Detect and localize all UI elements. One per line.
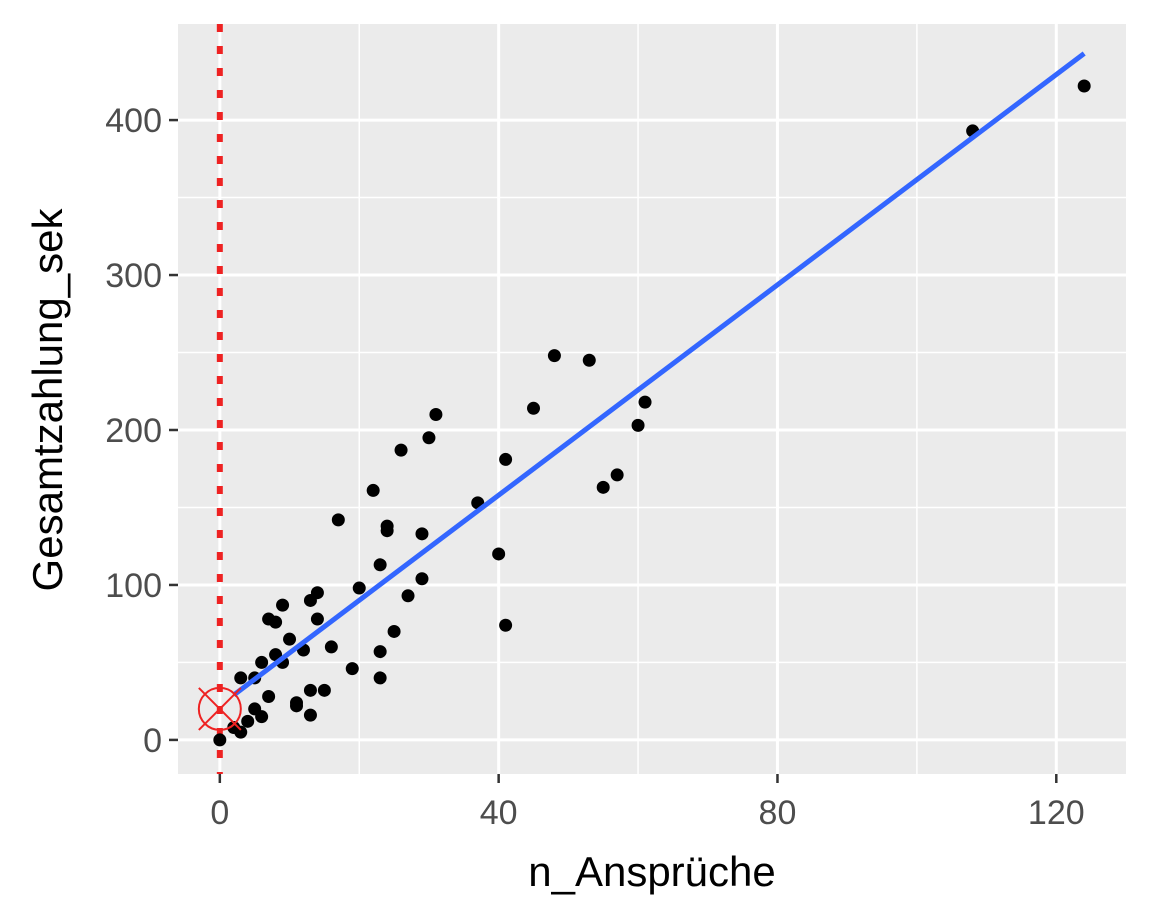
data-point [373,645,387,659]
plot-panel [178,24,1126,774]
data-point [429,407,443,421]
data-point [373,671,387,685]
data-point [373,558,387,572]
data-point [290,696,303,710]
highlight-marker [197,686,242,731]
data-point [547,349,561,363]
x-tick-label: 0 [210,794,229,832]
data-point [1077,79,1091,93]
tick-labels: 0 40 80 120 0 100 200 300 400 [105,102,1084,832]
highlight-circle [197,686,242,731]
data-point [241,714,255,728]
minor-gridlines [178,24,1126,774]
data-point [631,418,645,432]
data-point [269,615,283,629]
data-point [610,468,624,482]
data-point [324,640,338,654]
x-tick-label: 40 [480,794,518,832]
major-gridlines [178,24,1126,774]
data-point [394,443,408,457]
data-point [303,683,317,697]
data-point [415,527,429,541]
regression-line [232,51,1086,697]
data-point [596,480,610,494]
data-point [352,581,366,595]
data-point [387,624,401,638]
data-point [234,671,248,685]
data-point [213,733,227,747]
data-point [310,586,324,600]
highlight-cross [198,687,242,731]
y-tick-label: 300 [105,257,162,295]
y-tick-label: 100 [105,567,162,605]
y-tick-label: 0 [143,722,162,760]
data-point [317,683,331,697]
data-point [366,483,380,497]
data-point [310,612,324,626]
y-axis-title: Gesamtzahlung_sek [24,208,71,592]
data-point [255,710,269,724]
data-point [422,431,436,445]
data-point [255,655,269,669]
data-point [499,618,513,632]
data-point [638,395,652,409]
data-point [262,690,276,704]
data-point [331,513,345,527]
data-point [527,401,540,415]
x-tick-label: 80 [759,794,797,832]
y-tick-label: 200 [105,412,162,450]
data-point [303,708,317,722]
data-point [283,632,297,646]
data-point [582,353,596,367]
fit-line-layer [232,51,1086,697]
data-point [401,589,415,603]
data-point [499,452,513,466]
x-axis-title: n_Ansprüche [528,848,776,895]
data-point [415,572,429,586]
y-tick-label: 400 [105,102,162,140]
data-point [276,598,290,612]
axis-ticks [169,118,1058,783]
data-point [234,725,248,739]
data-point [492,547,506,561]
data-point [380,519,394,533]
data-point [345,662,359,676]
x-tick-label: 120 [1028,794,1085,832]
